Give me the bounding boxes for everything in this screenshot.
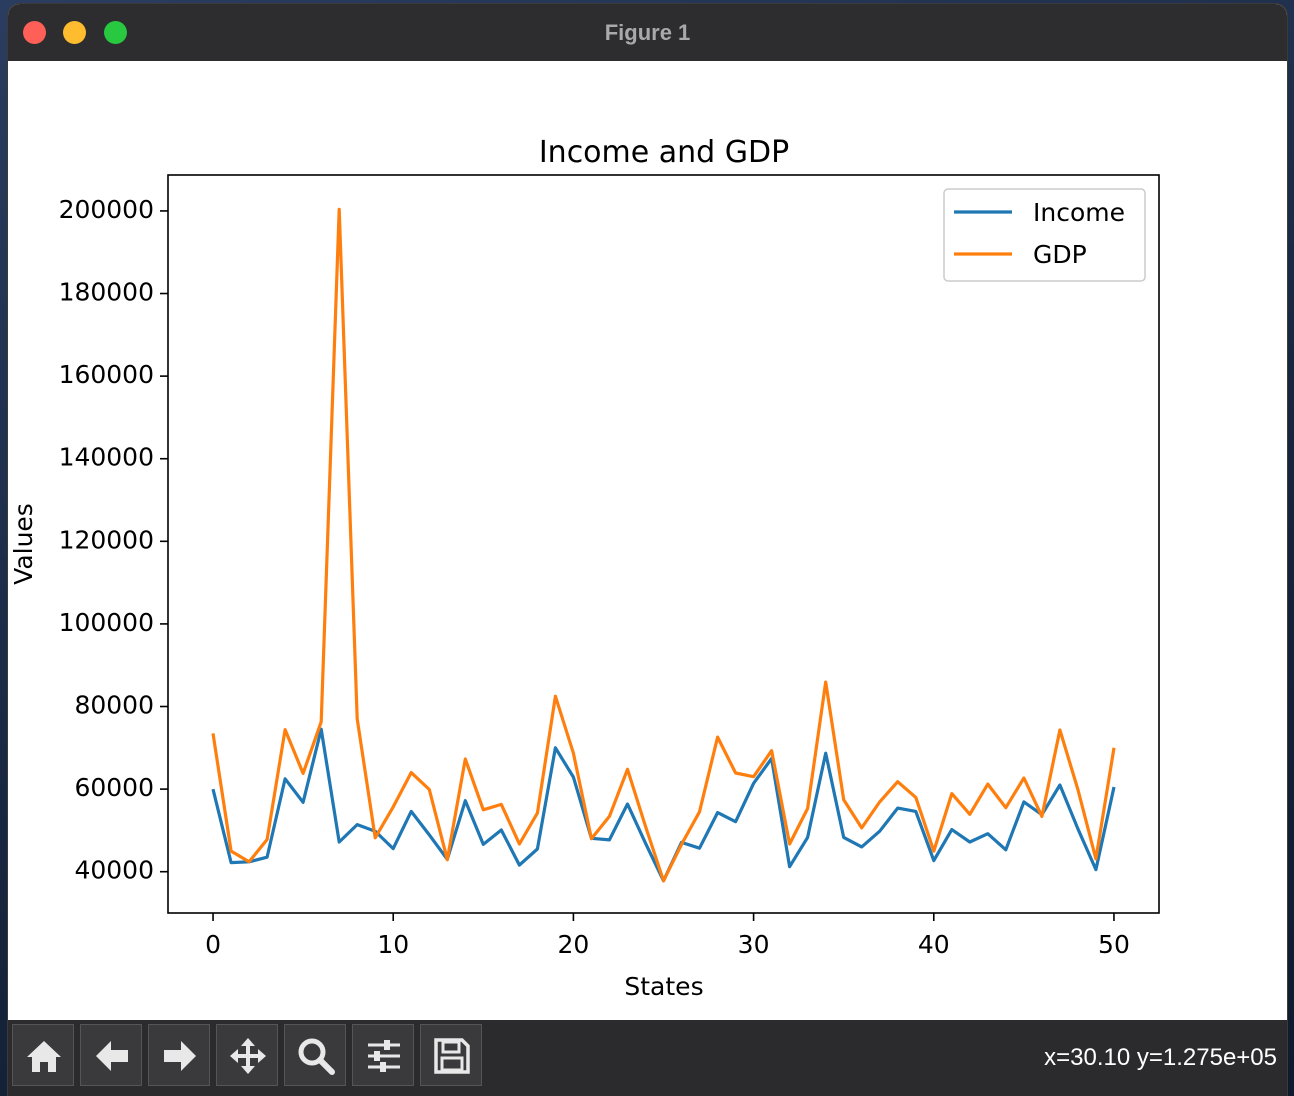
- y-tick-label: 140000: [59, 443, 154, 472]
- arrow-left-icon: [96, 1041, 128, 1071]
- x-tick-label: 0: [205, 930, 221, 959]
- x-tick-label: 20: [558, 930, 590, 959]
- y-tick-label: 120000: [59, 525, 154, 554]
- series-line-gdp: [211, 207, 1116, 883]
- axes-frame: [167, 174, 1160, 914]
- minimize-window-button[interactable]: [63, 21, 86, 44]
- save-button[interactable]: [420, 1024, 482, 1086]
- y-tick-label: 80000: [74, 691, 154, 720]
- sliders-icon: [368, 1040, 400, 1072]
- figure-window: Figure 1 Income and GDP 0 10 20 30 40 50 4000…: [8, 4, 1287, 1096]
- x-tick-label: 10: [377, 930, 409, 959]
- legend-label-gdp: GDP: [1033, 240, 1087, 269]
- line-chart: Income and GDP 0 10 20 30 40 50 40000 60000 800…: [9, 135, 1160, 1001]
- y-tick-label: 100000: [59, 608, 154, 637]
- series-line-income: [211, 727, 1116, 883]
- plot-area: [211, 207, 1116, 883]
- y-tick-label: 60000: [74, 773, 154, 802]
- arrow-right-icon: [164, 1041, 196, 1071]
- figure-canvas[interactable]: Income and GDP 0 10 20 30 40 50 40000 60000 800…: [8, 61, 1287, 1020]
- maximize-window-button[interactable]: [104, 21, 127, 44]
- title-bar[interactable]: Figure 1: [8, 4, 1287, 62]
- cursor-coordinates: x=30.10 y=1.275e+05: [1044, 1044, 1277, 1071]
- x-tick-label: 30: [738, 930, 770, 959]
- forward-button[interactable]: [148, 1024, 210, 1086]
- floppy-disk-icon: [434, 1038, 470, 1074]
- configure-subplots-button[interactable]: [352, 1024, 414, 1086]
- x-tick-label: 50: [1098, 930, 1130, 959]
- x-axis: 0 10 20 30 40 50: [205, 913, 1130, 959]
- y-tick-label: 160000: [59, 360, 154, 389]
- legend-label-income: Income: [1033, 198, 1125, 227]
- chart-title: Income and GDP: [539, 135, 789, 170]
- chart-legend: Income GDP: [943, 188, 1146, 282]
- back-button[interactable]: [80, 1024, 142, 1086]
- home-icon: [27, 1041, 61, 1072]
- y-tick-label: 180000: [59, 278, 154, 307]
- move-icon: [230, 1038, 266, 1074]
- pan-button[interactable]: [216, 1024, 278, 1086]
- home-button[interactable]: [12, 1024, 74, 1086]
- y-axis: 40000 60000 80000 100000 120000 140000 160000 1…: [59, 195, 168, 885]
- x-axis-label: States: [624, 972, 703, 1001]
- zoom-button[interactable]: [284, 1024, 346, 1086]
- x-tick-label: 40: [918, 930, 950, 959]
- navigation-toolbar: x=30.10 y=1.275e+05: [8, 1020, 1287, 1096]
- y-tick-label: 200000: [59, 195, 154, 224]
- window-title: Figure 1: [604, 20, 691, 45]
- y-tick-label: 40000: [74, 856, 154, 885]
- magnifier-icon: [298, 1038, 335, 1075]
- close-window-button[interactable]: [23, 21, 46, 44]
- y-axis-label: Values: [9, 503, 38, 585]
